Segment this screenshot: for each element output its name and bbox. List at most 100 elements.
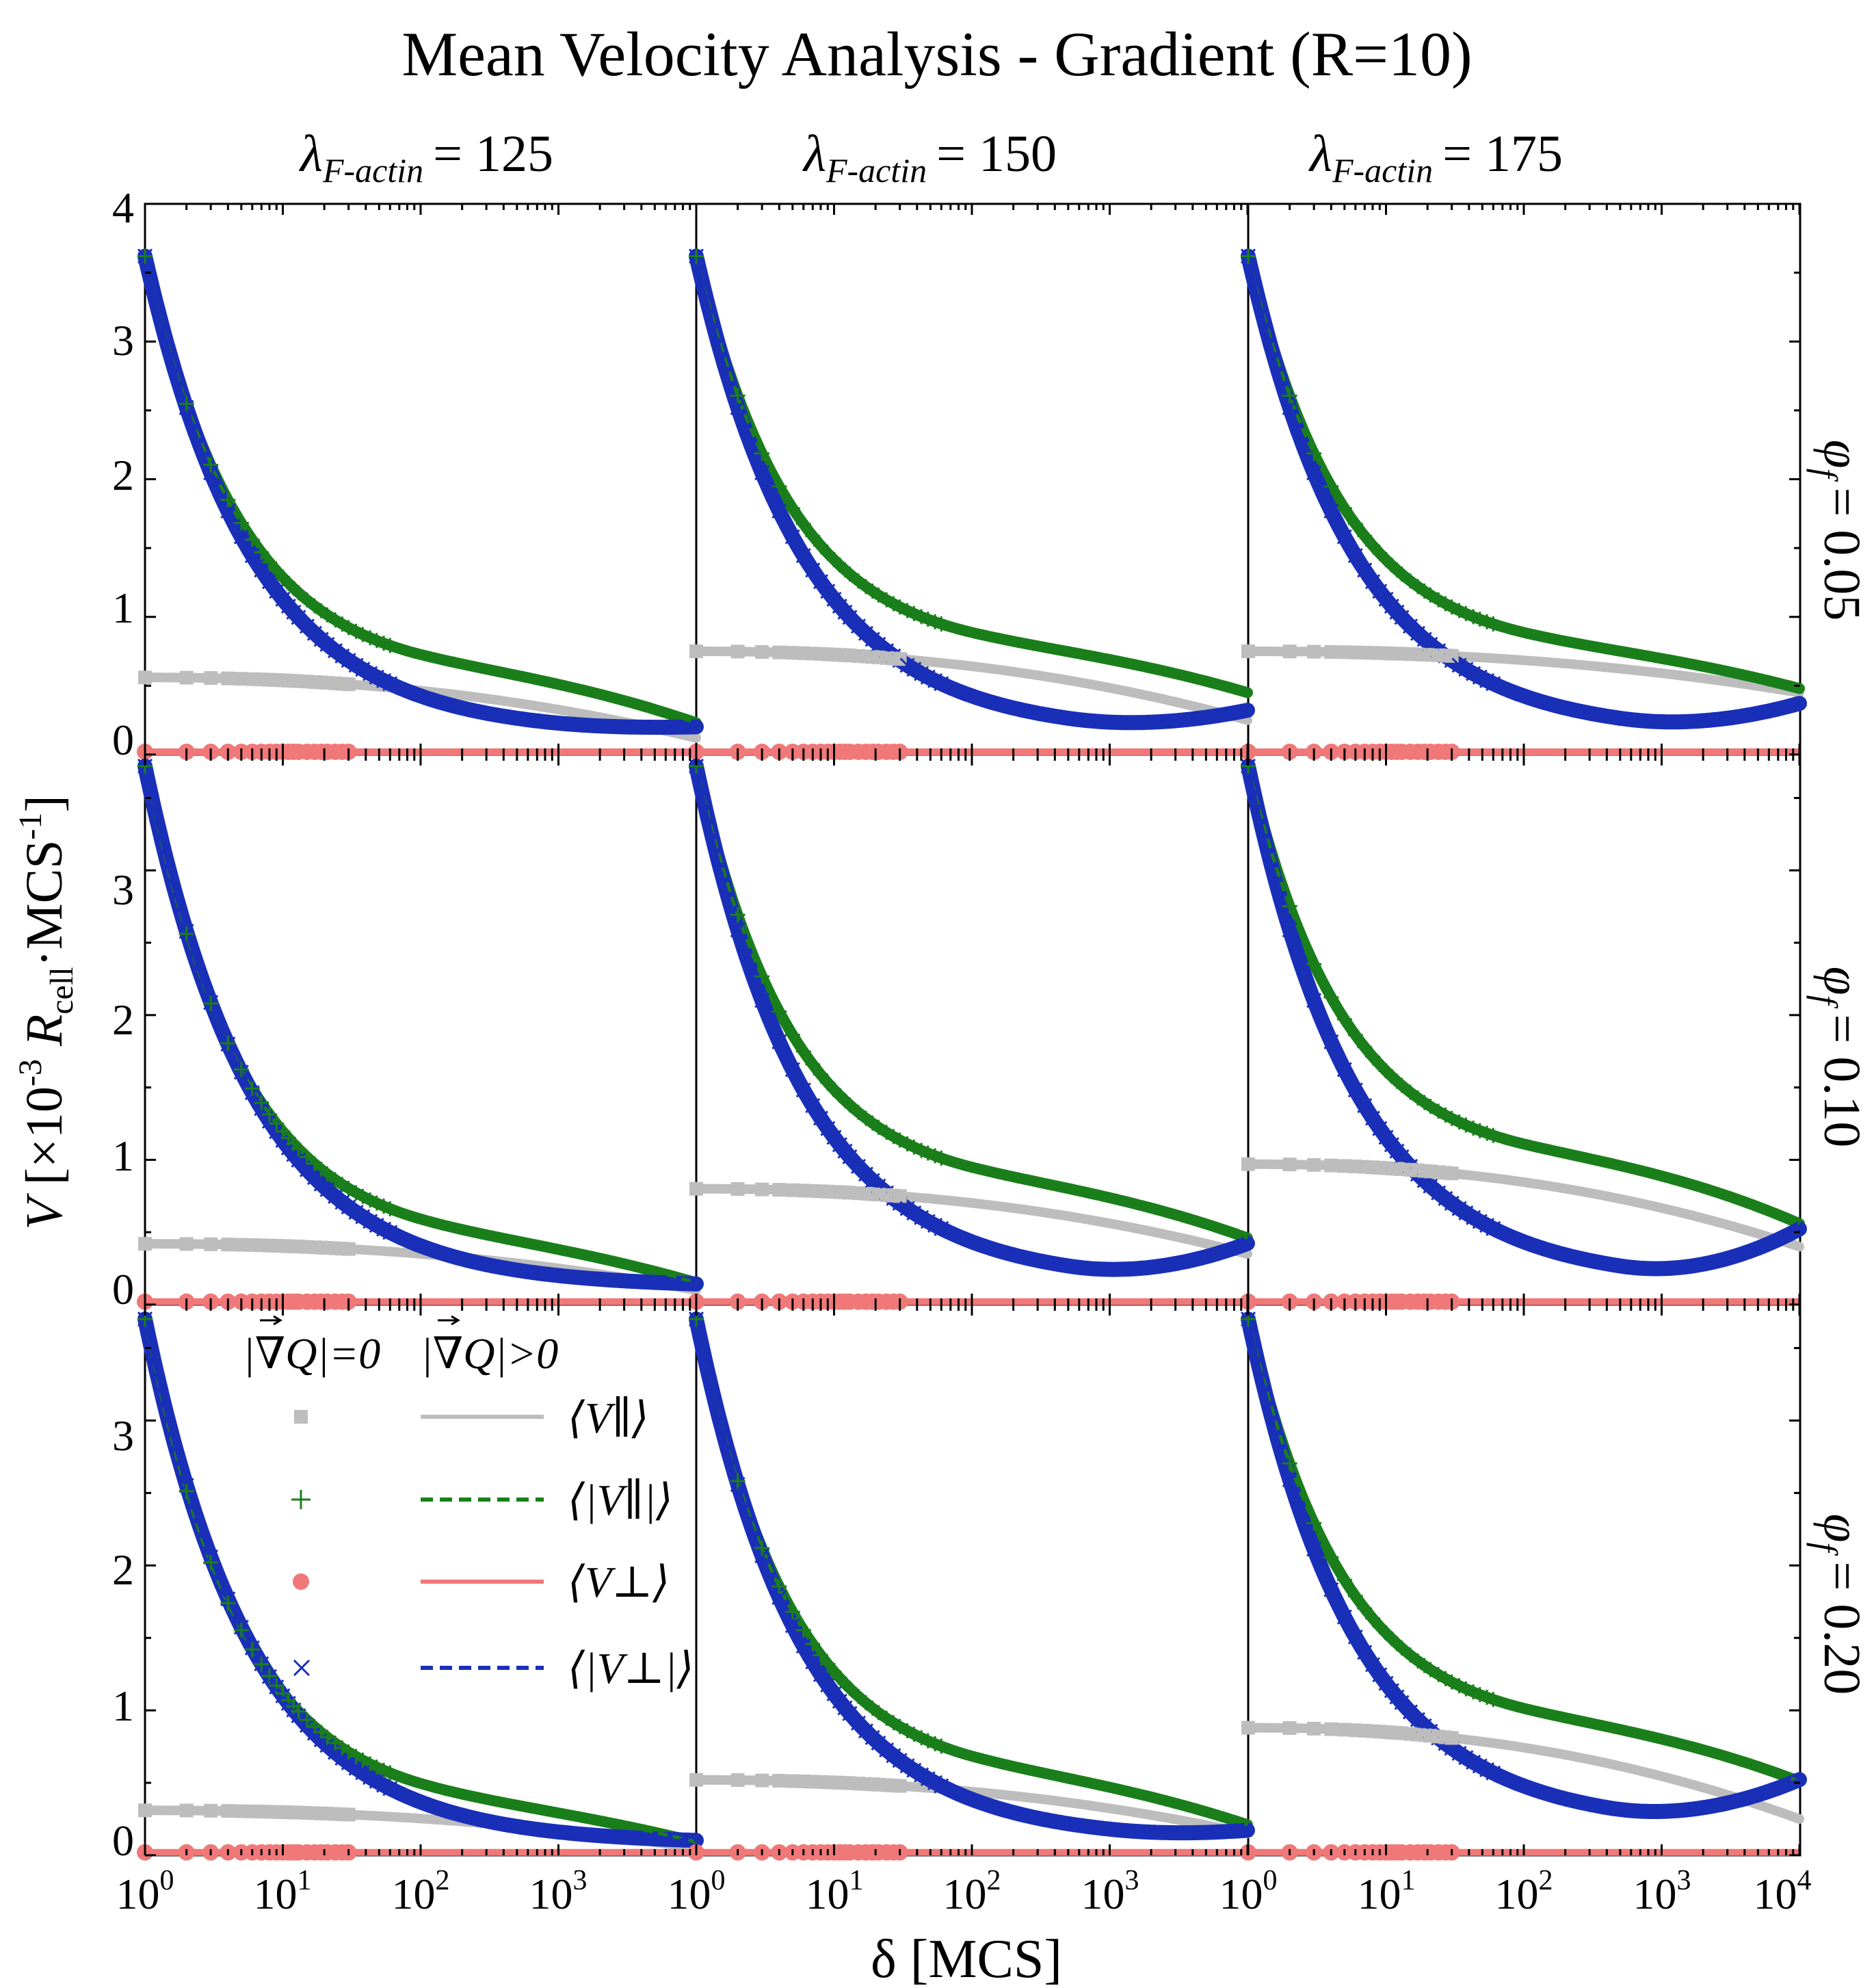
marker-green-plus [382, 638, 398, 653]
marker-gray-square [1241, 1157, 1255, 1171]
series-blue-dashed [143, 1318, 697, 1842]
marker-blue-cross [795, 1082, 811, 1098]
marker-green-plus [784, 1604, 800, 1620]
marker-blue-cross [892, 1753, 908, 1768]
column-header-1: λF-actin = 125 [299, 125, 553, 189]
marker-green-plus [1486, 1127, 1501, 1143]
marker-green-plus [291, 1141, 306, 1157]
series-blue-dashed [143, 255, 697, 729]
x-tick-label: 102 [392, 1865, 450, 1918]
marker-green-plus [1336, 1011, 1352, 1027]
row-header-2: φf= 0.10 [1806, 967, 1871, 1148]
legend-label-v-perp: ⟨V⊥⟩ [568, 1558, 670, 1606]
marker-green-plus [730, 388, 745, 404]
marker-gray-square [234, 1238, 248, 1252]
marker-green-plus [1472, 612, 1488, 627]
marker-green-plus [920, 1145, 936, 1161]
marker-green-plus [892, 1132, 908, 1148]
marker-green-plus [369, 1195, 384, 1211]
marker-blue-cross [382, 1781, 398, 1796]
marker-green-plus [1444, 599, 1460, 615]
marker-green-plus [1423, 1099, 1438, 1114]
marker-blue-cross [784, 1062, 800, 1077]
marker-blue-cross [934, 1778, 949, 1794]
marker-green-plus [1364, 1049, 1380, 1064]
marker-blue-cross [1357, 562, 1373, 578]
marker-blue-cross [1451, 1201, 1467, 1216]
marker-green-plus [842, 1097, 858, 1113]
marker-green-plus [1306, 445, 1322, 461]
marker-blue-cross [334, 648, 350, 664]
marker-gray-square [179, 670, 194, 685]
marker-green-plus [233, 1062, 249, 1077]
marker-green-plus [886, 1715, 901, 1731]
marker-gray-square [772, 1774, 787, 1788]
marker-green-plus [269, 1116, 285, 1132]
series-green-band [691, 250, 1253, 698]
marker-green-plus [730, 1473, 745, 1489]
marker-green-plus [927, 614, 943, 629]
marker-green-plus [914, 1730, 929, 1746]
marker-green-plus [269, 563, 285, 579]
marker-blue-cross [871, 636, 886, 653]
marker-green-plus [805, 1056, 821, 1072]
marker-blue-cross [899, 657, 915, 673]
marker-green-plus [355, 1752, 371, 1768]
marker-blue-cross [826, 1686, 842, 1701]
marker-green-plus [299, 1712, 315, 1728]
marker-blue-cross [233, 529, 249, 545]
marker-green-plus [1347, 516, 1363, 532]
y-tick-label: 3 [112, 316, 134, 365]
marker-green-plus [220, 1595, 236, 1611]
column-header-3: λF-actin = 175 [1308, 125, 1563, 189]
y-tick-label: 2 [112, 995, 134, 1044]
series-blue-dashed [694, 1318, 1248, 1835]
marker-green-plus [1347, 1588, 1363, 1604]
marker-green-plus [291, 585, 306, 601]
marker-gray-square [1444, 1166, 1459, 1181]
legend-arrow-icon [438, 1315, 460, 1326]
marker-green-plus [1336, 500, 1352, 516]
marker-blue-cross [886, 1748, 901, 1764]
marker-green-plus [1394, 1640, 1410, 1656]
marker-green-plus [1423, 1662, 1438, 1677]
marker-green-plus [362, 1756, 378, 1772]
marker-green-plus [795, 1622, 811, 1638]
marker-blue-cross [754, 1547, 770, 1564]
marker-blue-cross [369, 669, 384, 685]
marker-green-plus [382, 1765, 398, 1781]
marker-blue-cross [341, 1755, 356, 1771]
marker-green-plus [348, 1185, 364, 1201]
marker-green-plus [886, 596, 901, 612]
y-tick-label: 0 [112, 1816, 134, 1865]
marker-gray-square [1282, 1721, 1297, 1736]
marker-blue-cross [1372, 584, 1388, 599]
x-tick-label: 103 [1081, 1865, 1139, 1918]
marker-blue-cross [820, 1677, 836, 1693]
marker-blue-cross [1336, 529, 1352, 545]
x-tick-label: 100 [668, 1865, 726, 1918]
marker-green-plus [871, 1119, 886, 1135]
marker-blue-cross [1347, 1629, 1363, 1645]
marker-green-plus [730, 907, 745, 923]
marker-gray-square [689, 1181, 703, 1196]
marker-gray-square [341, 677, 356, 692]
panel-r0-c0 [137, 248, 704, 760]
marker-green-plus [1472, 1687, 1488, 1703]
marker-blue-cross [906, 662, 922, 677]
marker-gray-square [1337, 1723, 1351, 1737]
marker-blue-cross [1282, 1472, 1297, 1488]
marker-blue-cross [348, 1205, 364, 1220]
marker-blue-cross [920, 669, 936, 685]
marker-green-plus [369, 633, 384, 649]
marker-blue-cross [730, 400, 745, 415]
marker-green-plus [1394, 1077, 1410, 1093]
series-green-band [1243, 250, 1805, 694]
marker-green-plus [291, 1703, 306, 1719]
marker-green-plus [1479, 1690, 1495, 1705]
marker-green-plus [754, 1541, 770, 1556]
marker-green-plus [299, 1149, 315, 1165]
marker-green-plus [813, 538, 828, 553]
marker-blue-cross [771, 1034, 787, 1049]
marker-green-plus [137, 248, 153, 264]
